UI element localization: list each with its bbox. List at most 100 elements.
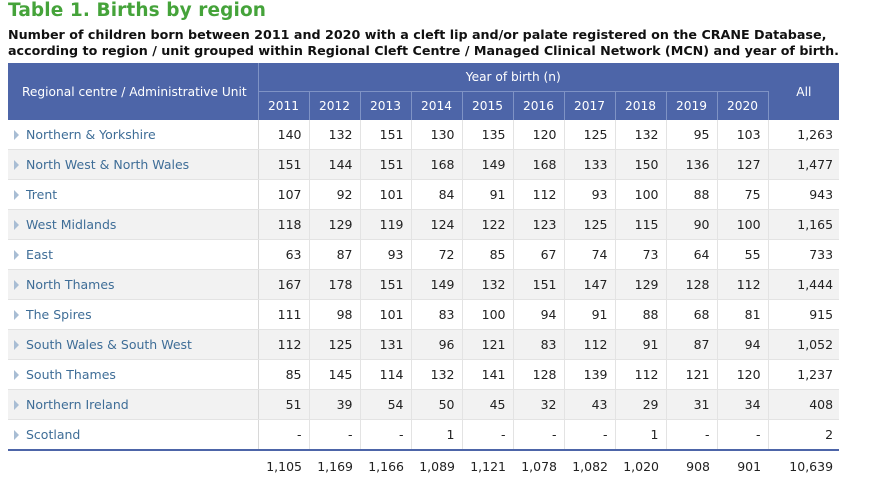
triangle-right-icon[interactable] (14, 430, 19, 440)
value-cell: 103 (717, 120, 769, 150)
region-cell[interactable]: North Thames (8, 269, 259, 300)
value-cell: 85 (462, 239, 514, 270)
value-cell: 51 (258, 389, 310, 420)
header-year-7[interactable]: 2018 (615, 91, 667, 120)
region-label[interactable]: South Wales & South West (26, 337, 192, 352)
value-cell: 131 (360, 329, 412, 360)
value-cell: 83 (513, 329, 565, 360)
triangle-right-icon[interactable] (14, 250, 19, 260)
row-total-cell: 1,237 (768, 359, 840, 390)
value-cell: 63 (258, 239, 310, 270)
region-label[interactable]: Scotland (26, 427, 81, 442)
region-cell[interactable]: Trent (8, 179, 259, 210)
triangle-right-icon[interactable] (14, 400, 19, 410)
region-label[interactable]: East (26, 247, 53, 262)
value-cell: 50 (411, 389, 463, 420)
triangle-right-icon[interactable] (14, 190, 19, 200)
region-cell[interactable]: Northern Ireland (8, 389, 259, 420)
value-cell: 132 (615, 120, 667, 150)
region-cell[interactable]: Northern & Yorkshire (8, 120, 259, 150)
births-table: Regional centre / Administrative Unit Ye… (8, 63, 840, 481)
triangle-right-icon[interactable] (14, 310, 19, 320)
header-region[interactable]: Regional centre / Administrative Unit (8, 63, 259, 120)
value-cell: 133 (564, 149, 616, 180)
table-row: The Spires 111 98 101 83 100 94 91 88 68 81 915 (8, 299, 840, 330)
page-title: Table 1. Births by region (8, 0, 267, 21)
value-cell: 132 (309, 120, 361, 150)
region-cell[interactable]: Scotland (8, 419, 259, 451)
value-cell: 136 (666, 149, 718, 180)
triangle-right-icon[interactable] (14, 340, 19, 350)
triangle-right-icon[interactable] (14, 220, 19, 230)
region-label[interactable]: North Thames (26, 277, 115, 292)
value-cell: 64 (666, 239, 718, 270)
table-row: Scotland - - -1- - -1- -2 (8, 419, 840, 451)
region-label[interactable]: North West & North Wales (26, 157, 190, 172)
triangle-right-icon[interactable] (14, 280, 19, 290)
total-value-cell: 1,089 (411, 450, 462, 481)
header-year-6[interactable]: 2017 (564, 91, 616, 120)
value-cell: 112 (513, 179, 565, 210)
value-cell: 128 (513, 359, 565, 390)
value-cell: 93 (564, 179, 616, 210)
region-label[interactable]: South Thames (26, 367, 116, 382)
value-cell: 112 (615, 359, 667, 390)
value-cell: 98 (309, 299, 361, 330)
value-cell: 115 (615, 209, 667, 240)
region-cell[interactable]: The Spires (8, 299, 259, 330)
triangle-right-icon[interactable] (14, 160, 19, 170)
value-cell: - (462, 419, 514, 451)
table-row: Trent 107 92 101 84 91 112 93 100 88 75 943 (8, 179, 840, 210)
value-cell: 121 (666, 359, 718, 390)
header-all[interactable]: All (768, 63, 840, 120)
region-cell[interactable]: South Thames (8, 359, 259, 390)
value-cell: - (360, 419, 412, 451)
value-cell: 1 (411, 419, 463, 451)
value-cell: 132 (462, 269, 514, 300)
region-label[interactable]: West Midlands (26, 217, 117, 232)
region-cell[interactable]: South Wales & South West (8, 329, 259, 360)
region-cell[interactable]: East (8, 239, 259, 270)
value-cell: 55 (717, 239, 769, 270)
value-cell: 91 (564, 299, 616, 330)
value-cell: 135 (462, 120, 514, 150)
value-cell: - (564, 419, 616, 451)
header-year-4[interactable]: 2015 (462, 91, 514, 120)
table-body: Northern & Yorkshire 140 132 151 130 135 120 12… (8, 120, 840, 481)
region-label[interactable]: Northern Ireland (26, 397, 129, 412)
value-cell: 45 (462, 389, 514, 420)
header-year-1[interactable]: 2012 (309, 91, 361, 120)
value-cell: 107 (258, 179, 310, 210)
region-label[interactable]: Trent (26, 187, 58, 202)
region-label[interactable]: The Spires (26, 307, 92, 322)
triangle-right-icon[interactable] (14, 370, 19, 380)
value-cell: 121 (462, 329, 514, 360)
header-year-5[interactable]: 2016 (513, 91, 565, 120)
header-year-8[interactable]: 2019 (666, 91, 718, 120)
total-value-cell: 1,020 (615, 450, 666, 481)
row-total-cell: 1,477 (768, 149, 840, 180)
header-year-0[interactable]: 2011 (258, 91, 310, 120)
value-cell: 31 (666, 389, 718, 420)
value-cell: 100 (462, 299, 514, 330)
region-label[interactable]: Northern & Yorkshire (26, 127, 156, 142)
header-year-3[interactable]: 2014 (411, 91, 463, 120)
value-cell: 54 (360, 389, 412, 420)
triangle-right-icon[interactable] (14, 130, 19, 140)
value-cell: 122 (462, 209, 514, 240)
value-cell: 132 (411, 359, 463, 390)
header-year-9[interactable]: 2020 (717, 91, 769, 120)
total-value-cell: 908 (666, 450, 717, 481)
header-year-2[interactable]: 2013 (360, 91, 412, 120)
row-total-cell: 943 (768, 179, 840, 210)
total-value-cell: 1,105 (258, 450, 309, 481)
value-cell: 128 (666, 269, 718, 300)
value-cell: 149 (462, 149, 514, 180)
region-cell[interactable]: West Midlands (8, 209, 259, 240)
value-cell: 91 (615, 329, 667, 360)
region-cell[interactable]: North West & North Wales (8, 149, 259, 180)
total-value-cell: 1,121 (462, 450, 513, 481)
value-cell: 168 (513, 149, 565, 180)
value-cell: 129 (615, 269, 667, 300)
value-cell: 139 (564, 359, 616, 390)
